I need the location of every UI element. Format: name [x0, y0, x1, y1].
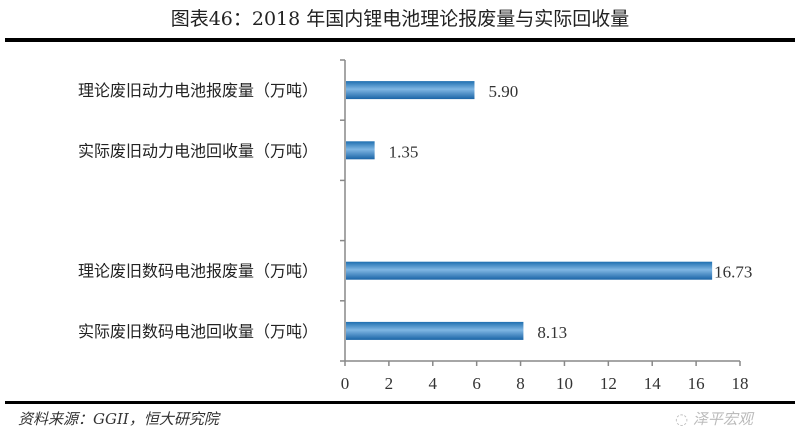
source-note: 资料来源：GGII，恒大研究院: [18, 410, 219, 428]
x-tick-label: 0: [341, 374, 350, 393]
category-label: 实际废旧数码电池回收量（万吨）: [78, 323, 318, 341]
data-label: 8.13: [537, 323, 567, 342]
data-label: 5.90: [488, 82, 518, 101]
x-tick-label: 12: [600, 374, 617, 393]
bar: [346, 81, 475, 100]
x-tick-label: 14: [644, 374, 662, 393]
x-tick-label: 2: [385, 374, 394, 393]
x-tick-label: 16: [688, 374, 705, 393]
watermark: ◌ 泽平宏观: [675, 410, 753, 428]
bottom-rule: [5, 401, 795, 404]
x-tick-label: 18: [732, 374, 749, 393]
x-tick-label: 6: [472, 374, 481, 393]
x-tick-label: 8: [516, 374, 525, 393]
watermark-text: 泽平宏观: [692, 410, 753, 428]
category-label: 实际废旧动力电池回收量（万吨）: [78, 142, 318, 160]
bar: [346, 261, 713, 280]
chart-title: 图表46：2018 年国内锂电池理论报废量与实际回收量: [170, 8, 630, 30]
data-label: 1.35: [389, 142, 419, 161]
category-label: 理论废旧数码电池报废量（万吨）: [78, 263, 318, 281]
top-rule: [5, 38, 795, 42]
data-label: 16.73: [714, 263, 752, 282]
category-label: 理论废旧动力电池报废量（万吨）: [78, 82, 318, 100]
bar: [346, 141, 375, 160]
x-tick-label: 4: [429, 374, 438, 393]
bar: [346, 321, 524, 340]
x-tick-label: 10: [556, 374, 573, 393]
